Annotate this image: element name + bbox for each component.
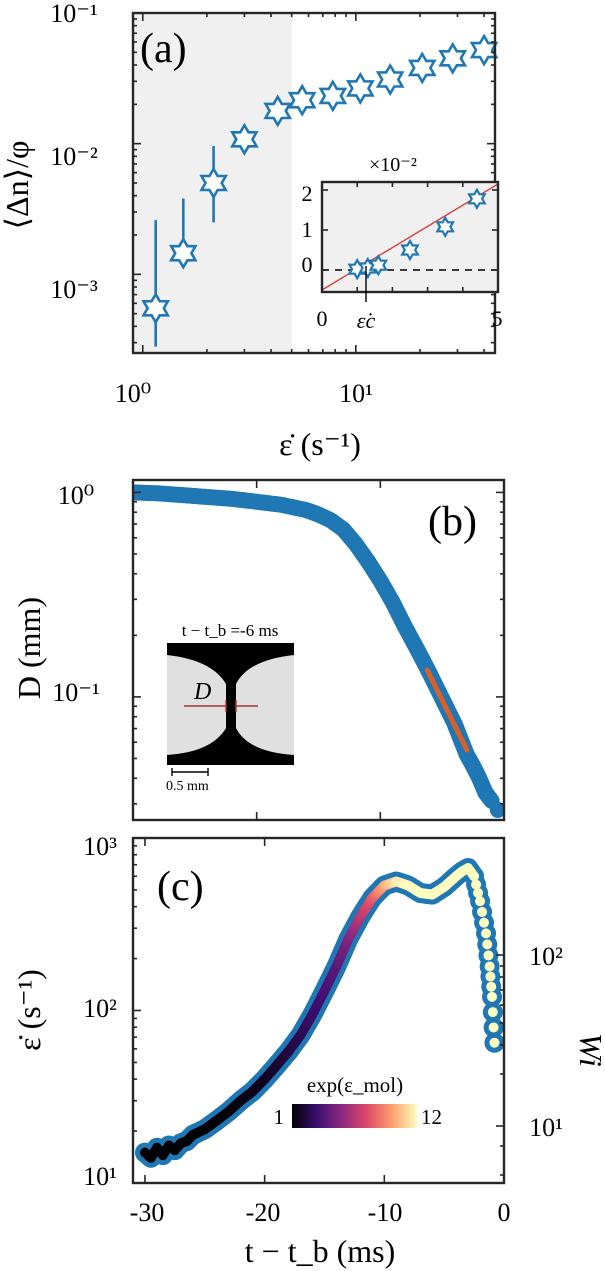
y-tick-label: 10¹: [83, 1162, 117, 1191]
data-point-colored: [481, 928, 492, 939]
data-point-colored: [487, 1007, 498, 1018]
data-point-colored: [477, 906, 488, 917]
data-point-colored: [489, 1037, 500, 1048]
hexagram-marker: [263, 94, 293, 128]
inset-hexagram-marker: [368, 254, 389, 277]
panel-label: (a): [140, 26, 187, 72]
y2-axis-label: Wi: [573, 1033, 605, 1067]
panel-b: (b) 10⁰ 10⁻¹ D (mm) t − t_b =-6 ms D 0.5…: [11, 478, 506, 822]
inset-multiplier: ×10⁻²: [369, 154, 417, 176]
diameter-label: D: [193, 679, 211, 705]
inset-plot: ×10⁻² 2 1 0 0 5 ε̇c: [302, 154, 503, 333]
inset-title: t − t_b =-6 ms: [182, 621, 279, 640]
hexagram-marker: [345, 71, 375, 105]
data-point-colored: [486, 981, 497, 992]
critical-label: ε̇c: [357, 308, 376, 333]
data-point-colored: [485, 971, 496, 982]
hexagram-marker: [287, 83, 317, 117]
hexagram-marker: [318, 79, 348, 113]
scale-bar-label: 0.5 mm: [166, 779, 209, 794]
data-point-colored: [484, 961, 495, 972]
inset-hexagram-marker: [435, 215, 455, 238]
data-point-colored: [469, 871, 480, 882]
hexagram-marker: [230, 122, 259, 156]
colorbar-max-label: 12: [421, 1105, 442, 1129]
hexagram-marker: [199, 166, 228, 200]
y-tick-label: 10²: [83, 994, 117, 1023]
axis-ticks: [132, 480, 505, 820]
y-tick-label: 10⁻³: [50, 275, 98, 304]
y2-tick-label: 10¹: [529, 1113, 563, 1142]
inset-y-tick-label: 2: [302, 181, 313, 206]
hexagram-marker: [375, 62, 405, 97]
y2-tick-label: 10²: [529, 942, 563, 971]
x-axis-label: t − t_b (ms): [245, 1233, 395, 1269]
colorbar: exp(ε_mol) 1 12: [274, 1073, 443, 1129]
data-point-colored: [487, 991, 498, 1002]
y-tick-label: 10⁻¹: [52, 678, 100, 707]
panel-a: (a) 10⁻¹ 10⁻² 10⁻³ 10⁰ 10¹ ε̇ (s⁻¹) ⟨Δn⟩…: [0, 0, 503, 462]
colorbar-min-label: 1: [274, 1105, 285, 1129]
x-axis-label: ε̇ (s⁻¹): [279, 426, 361, 462]
inset-x-tick-label: 5: [492, 306, 503, 331]
y-tick-label: 10⁻¹: [50, 0, 98, 28]
inset-frame: [320, 180, 500, 294]
hexagram-marker: [469, 33, 499, 67]
y-axis-label: ε̇ (s⁻¹): [11, 969, 47, 1051]
panel-c: (c) 10³ 10² 10¹ 10² 10¹ -30 -20 -10 0 t …: [11, 832, 605, 1269]
data-points-colored: [139, 863, 500, 1163]
axis-ticks: [133, 12, 495, 353]
x-tick-label: 0: [498, 1198, 511, 1227]
axes-frame: [131, 478, 506, 822]
fit-line: [424, 667, 470, 753]
x-tick-label: -10: [368, 1198, 403, 1227]
data-points: [133, 484, 504, 818]
inset-hexagram-marker: [467, 187, 487, 210]
data-point-colored: [473, 887, 484, 898]
inset-hexagram-marker: [400, 238, 420, 262]
hexagram-marker: [438, 41, 468, 75]
data-point-colored: [475, 896, 486, 907]
y-tick-label: 10³: [83, 832, 117, 861]
hexagram-marker: [168, 236, 198, 270]
y-axis-label: D (mm): [11, 597, 47, 699]
inset-y-tick-label: 0: [302, 252, 313, 277]
data-point-colored: [483, 950, 494, 961]
hexagram-marker: [407, 51, 437, 85]
y-tick-label: 10⁰: [58, 481, 94, 510]
inset-ticks: [322, 182, 498, 292]
panel-label: (b): [428, 499, 477, 545]
data-point: [489, 801, 504, 818]
data-point-colored: [482, 939, 493, 950]
filament-shape: [167, 643, 294, 765]
inset-y-tick-label: 1: [302, 217, 313, 242]
x-tick-label: -20: [246, 1198, 281, 1227]
inset-markers: [347, 187, 487, 281]
axis-ticks: [133, 837, 505, 1184]
colorbar-label: exp(ε_mol): [307, 1073, 403, 1097]
hexagram-marker: [141, 291, 171, 325]
x-tick-label: 10⁰: [115, 379, 151, 408]
data-point-colored: [471, 879, 482, 890]
colorbar-gradient: [292, 1104, 417, 1128]
x-tick-label: 10¹: [339, 379, 373, 408]
data-markers: [141, 33, 499, 325]
y-tick-label: 10⁻²: [50, 142, 98, 171]
inset-x-tick-label: 0: [317, 306, 328, 331]
data-point-colored: [479, 917, 490, 928]
x-tick-label: -30: [130, 1198, 165, 1227]
droplet-image-inset: t − t_b =-6 ms D 0.5 mm: [166, 621, 294, 794]
data-point-colored: [488, 1022, 499, 1033]
y-axis-label: ⟨Δn⟩/φ: [0, 141, 35, 230]
panel-label: (c): [157, 864, 204, 910]
